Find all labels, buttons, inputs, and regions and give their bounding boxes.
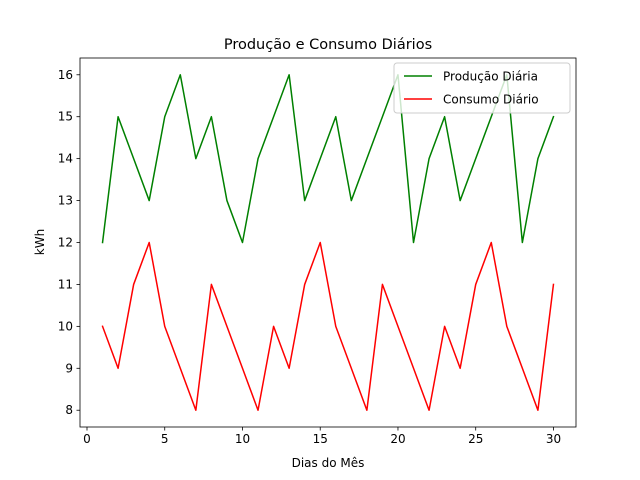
- x-tick-label: 15: [313, 432, 328, 446]
- y-tick-label: 16: [58, 68, 73, 82]
- x-tick-label: 10: [235, 432, 250, 446]
- series-line-1: [101, 241, 555, 411]
- x-tick-label: 0: [83, 432, 91, 446]
- y-tick-label: 9: [65, 361, 73, 375]
- legend-label-consumo: Consumo Diário: [443, 93, 539, 107]
- y-tick-label: 11: [58, 277, 73, 291]
- y-tick-label: 10: [58, 319, 73, 333]
- x-tick-label: 30: [546, 432, 561, 446]
- y-tick-label: 12: [58, 236, 73, 250]
- legend-box: [393, 62, 571, 114]
- legend: Produção Diária Consumo Diário: [393, 62, 571, 114]
- plot-area: 0 5 10 15 20 25 30 8 9 10 11 12 13 14 15 16: [58, 57, 577, 446]
- y-tick-label: 8: [65, 403, 73, 417]
- chart-title: Produção e Consumo Diários: [224, 37, 432, 53]
- y-tick-label: 15: [58, 110, 73, 124]
- legend-label-producao: Produção Diária: [443, 70, 538, 84]
- y-tick-label: 13: [58, 194, 73, 208]
- x-tick-label: 20: [390, 432, 405, 446]
- x-axis-title: Dias do Mês: [292, 456, 365, 470]
- x-tick-label: 25: [468, 432, 483, 446]
- x-tick-label: 5: [161, 432, 169, 446]
- series-line-0: [101, 74, 555, 244]
- y-axis-title: kWh: [33, 229, 47, 255]
- y-tick-label: 14: [58, 152, 73, 166]
